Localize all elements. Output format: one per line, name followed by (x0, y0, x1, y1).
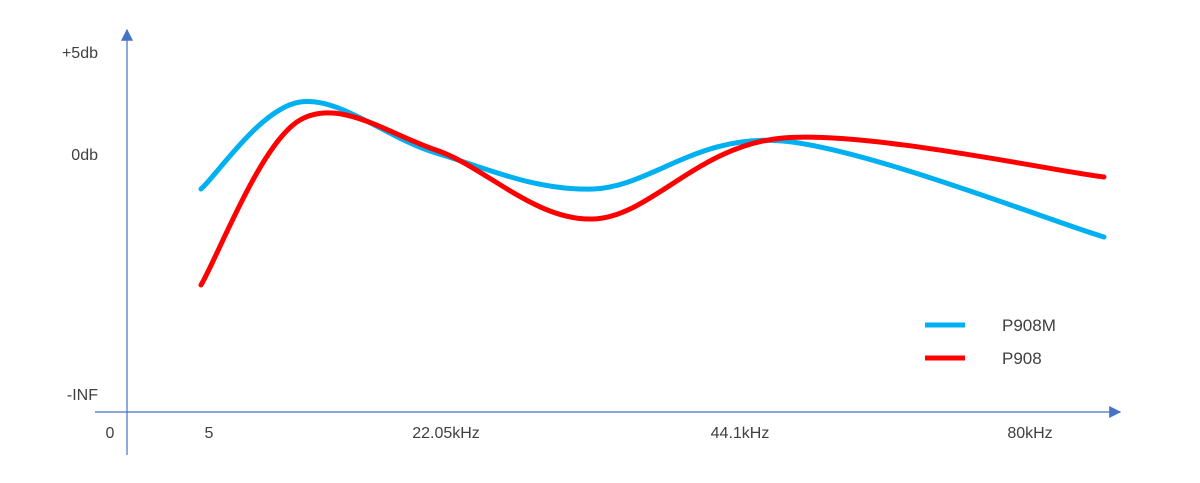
x-tick-label-22khz: 22.05kHz (412, 425, 480, 442)
y-tick-label-neg-inf: -INF (67, 387, 98, 404)
x-tick-label-5: 5 (205, 425, 214, 442)
y-tick-label-0db: 0db (71, 147, 98, 164)
x-tick-label-80khz: 80kHz (1007, 425, 1052, 442)
legend-label-p908: P908 (1002, 349, 1042, 368)
y-tick-label-plus5db: +5db (62, 45, 98, 62)
legend-label-p908m: P908M (1002, 316, 1056, 335)
series-line-p908m (198, 98, 1107, 240)
legend: P908M P908 (925, 316, 1056, 368)
series-line-p908 (198, 110, 1107, 288)
x-tick-label-44khz: 44.1kHz (711, 425, 770, 442)
x-tick-label-0: 0 (106, 425, 115, 442)
